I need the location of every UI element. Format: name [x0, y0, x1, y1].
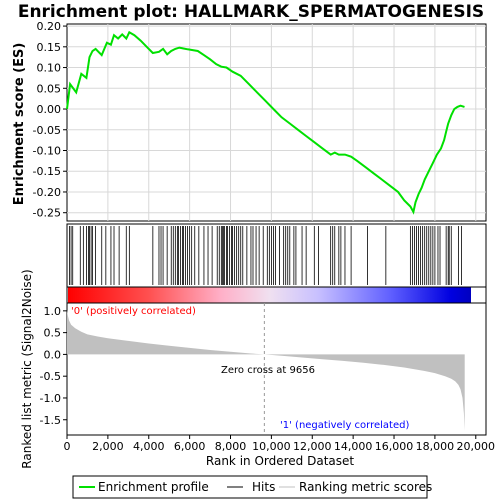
ranking-metric-panel: 1.0 0.5 0.0 -0.5 -1.0 -1.5 '0' (positively co…	[20, 269, 487, 469]
hit-marks	[69, 226, 462, 285]
x-tick-label: 10,000	[252, 440, 291, 453]
x-axis-ticks: 0 2,000 4,000 6,000 8,000 10,000 12,000 14,000 1…	[64, 435, 496, 453]
chart-title: Enrichment plot: HALLMARK_SPERMATOGENESI…	[18, 2, 484, 22]
legend-frame	[72, 475, 428, 499]
hits-panel-frame	[66, 223, 487, 288]
x-tick-label: 6,000	[174, 440, 206, 453]
top-y-tick-label: 0.05	[37, 82, 62, 95]
legend: Enrichment profile Hits Ranking metric s…	[72, 475, 432, 499]
x-tick-label: 12,000	[293, 440, 332, 453]
top-y-tick-label: -0.15	[33, 165, 61, 178]
legend-ranking-label: Ranking metric scores	[299, 480, 432, 494]
top-y-tick-label: 0.10	[37, 62, 62, 75]
x-tick-label: 20,000	[457, 440, 496, 453]
rank-metric-axis-label: Ranked list metric (Signal2Noise)	[20, 269, 34, 468]
rank-y-tick-label: -1.0	[40, 392, 61, 405]
enrichment-profile-line	[66, 30, 465, 215]
x-axis-label: Rank in Ordered Dataset	[206, 454, 354, 468]
rank-color-bar	[66, 286, 487, 304]
top-y-tick-label: -0.20	[33, 186, 61, 199]
top-y-tick-label: -0.05	[33, 124, 61, 137]
top-panel-grid	[67, 24, 486, 221]
x-tick-label: 16,000	[375, 440, 414, 453]
x-tick-label: 0	[64, 440, 71, 453]
x-tick-label: 18,000	[416, 440, 455, 453]
x-tick-label: 8,000	[215, 440, 247, 453]
hits-panel	[66, 223, 487, 288]
enrichment-score-panel: 0.20 0.15 0.10 0.05 0.00 -0.05 -0.10 -0.15 -0.20…	[12, 20, 487, 222]
rank-panel-y-ticks: 1.0 0.5 0.0 -0.5 -1.0 -1.5	[40, 305, 67, 427]
top-y-tick-label: 0.15	[37, 41, 62, 54]
negative-correlated-label: '1' (negatively correlated)	[280, 420, 409, 431]
rank-y-tick-label: -0.5	[40, 370, 61, 383]
x-tick-label: 4,000	[133, 440, 165, 453]
top-y-tick-label: -0.25	[33, 207, 61, 220]
legend-hits-label: Hits	[252, 480, 275, 494]
es-axis-label: Enrichment score (ES)	[12, 43, 27, 206]
top-y-tick-label: 0.20	[37, 20, 62, 33]
rank-y-tick-label: 0.5	[44, 327, 62, 340]
x-tick-label: 2,000	[92, 440, 124, 453]
top-y-tick-label: -0.10	[33, 144, 61, 157]
top-panel-y-ticks: 0.20 0.15 0.10 0.05 0.00 -0.05 -0.10 -0.15 -0.20…	[33, 20, 67, 220]
rank-color-gradient	[68, 287, 471, 303]
x-tick-label: 14,000	[334, 440, 373, 453]
rank-y-tick-label: 1.0	[44, 305, 62, 318]
top-panel-frame	[66, 23, 487, 222]
positive-correlated-label: '0' (positively correlated)	[71, 306, 196, 317]
legend-enrichment-label: Enrichment profile	[98, 480, 209, 494]
zero-cross-label: Zero cross at 9656	[221, 365, 315, 376]
rank-y-tick-label: 0.0	[44, 348, 62, 361]
rank-y-tick-label: -1.5	[40, 414, 61, 427]
rank-panel-frame	[66, 302, 487, 436]
top-y-tick-label: 0.00	[37, 103, 62, 116]
